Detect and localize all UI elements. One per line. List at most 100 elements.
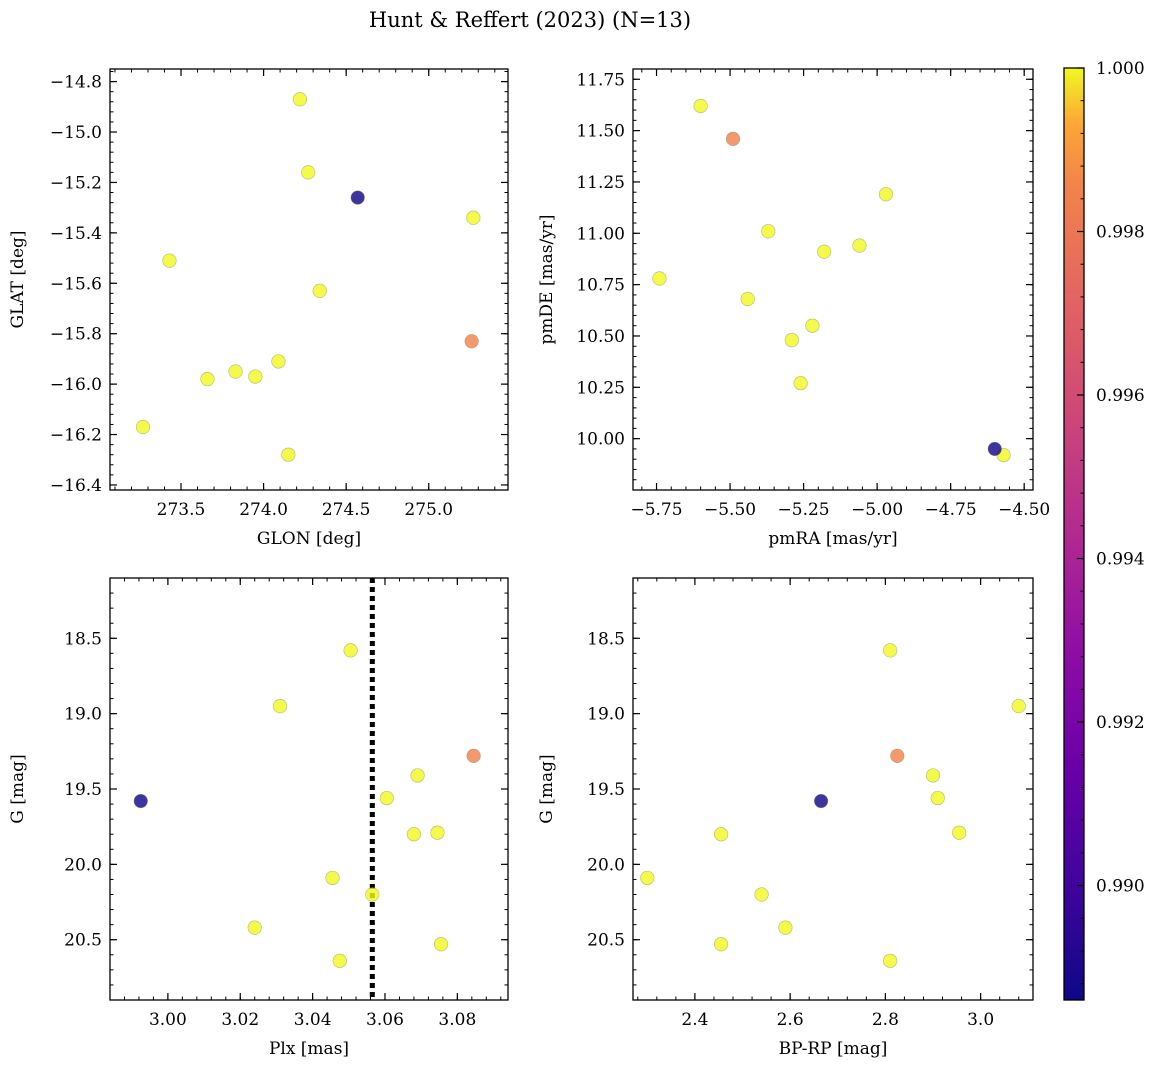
colorbar-frame [1063,67,1085,1001]
y-tick-label: −15.6 [50,274,102,294]
x-axis-label: GLON [deg] [257,529,361,549]
scatter-point [430,825,445,840]
scatter-point [466,748,481,763]
x-tick-label: 3.00 [149,1010,187,1030]
scatter-point [987,441,1002,457]
position-points [135,92,481,462]
x-axis-label: Plx [mas] [269,1039,349,1059]
x-tick-label: −4.50 [998,500,1050,520]
x-tick-label: 3.0 [967,1010,994,1030]
scatter-point [952,825,967,840]
y-tick-label: −14.8 [50,73,102,93]
scatter-point [406,827,422,842]
y-axis-label: G [mag] [8,754,28,823]
y-tick-label: 20.0 [64,855,102,875]
x-axis-label: BP-RP [mag] [779,1039,888,1059]
y-axis-label: G [mag] [537,754,557,823]
x-tick-label: 2.8 [872,1010,899,1030]
x-tick-label: 274.5 [322,500,371,520]
y-tick-label: 11.25 [576,173,625,193]
scatter-point [343,643,358,658]
y-tick-label: 18.5 [587,629,625,649]
colorbar-gradient [1064,68,1084,1000]
colorbar-tick-label: 0.996 [1096,386,1145,406]
scatter-point [466,210,481,225]
y-tick-label: −16.4 [50,476,102,496]
scatter-point [640,870,655,886]
y-tick-label: 20.5 [587,931,625,951]
scatter-point [248,369,263,384]
scatter-point [332,953,347,968]
y-tick-label: 10.75 [576,276,625,296]
y-tick-label: 10.50 [576,327,625,347]
x-tick-label: 274.0 [239,500,288,520]
scatter-point [793,376,808,391]
x-axis-label: pmRA [mas/yr] [768,529,897,549]
scatter-point [784,332,799,348]
position-ticks: 273.5 274.0 274.5 275.0 −14.8 −15.0 −15.2 −15.4… [50,69,508,520]
y-tick-label: −15.0 [50,123,102,143]
scatter-point [754,887,769,902]
y-tick-label: 10.00 [576,430,625,450]
scatter-point [325,870,340,886]
proper-motion-points [652,98,1011,463]
y-tick-label: 11.00 [576,224,625,244]
scatter-point [410,768,425,783]
colorbar-tick-label: 0.992 [1096,713,1145,733]
scatter-point [890,748,905,763]
scatter-point [135,419,151,435]
scatter-point [925,768,941,783]
scatter-point [817,244,832,259]
x-tick-label: 2.6 [777,1010,804,1030]
parallax-magnitude-axes-frame [109,577,509,1001]
scatter-point [878,187,894,202]
x-tick-label: −4.75 [925,500,977,520]
x-tick-label: −5.25 [778,500,830,520]
scatter-point [162,253,177,268]
x-tick-label: 3.02 [221,1010,259,1030]
position-axes-frame [109,68,509,491]
x-tick-label: −5.00 [851,500,903,520]
scatter-point [281,447,296,462]
scatter-point [778,920,793,935]
y-tick-label: 19.0 [64,705,102,725]
scatter-point [740,291,755,307]
scatter-point [725,131,741,146]
scatter-point [652,271,667,286]
y-axis-label: pmDE [mas/yr] [537,214,557,344]
y-tick-label: −15.8 [50,325,102,345]
scatter-point [350,190,365,205]
x-tick-label: 275.0 [404,500,453,520]
scatter-point [247,920,262,935]
scatter-point [133,793,148,809]
scatter-point [852,238,867,253]
scatter-point [365,887,380,902]
scatter-point [271,354,286,369]
color-magnitude-points [640,643,1026,968]
scatter-point [464,334,479,349]
y-tick-label: −16.2 [50,426,102,446]
scatter-point [805,318,820,333]
scatter-point [228,364,243,379]
scatter-point [813,793,829,809]
panel-parallax-magnitude: 3.00 3.02 3.04 3.06 3.08 18.5 19.0 19.5 20.0 20.5… [8,577,509,1059]
scatter-point [200,371,215,387]
panel-proper-motion: −5.75 −5.50 −5.25 −5.00 −4.75 −4.50 10.00 10.25… [537,68,1050,549]
scatter-point [379,790,394,806]
parallax-magnitude-ticks: 3.00 3.02 3.04 3.06 3.08 18.5 19.0 19.5 20.0 20.5 [64,577,508,1030]
parallax-magnitude-points [133,643,481,968]
y-axis-label: GLAT [deg] [8,230,28,328]
x-tick-label: 2.4 [681,1010,708,1030]
y-tick-label: 11.50 [576,122,625,142]
scatter-point [693,98,708,114]
y-tick-label: 19.5 [587,780,625,800]
panel-color-magnitude: 2.4 2.6 2.8 3.0 18.5 19.0 19.5 20.0 20.5 BP-RP [m… [537,577,1034,1059]
scatter-point [292,92,308,107]
scatter-point [713,827,729,842]
x-tick-label: −5.75 [630,500,682,520]
figure-title: Hunt & Reffert (2023) (N=13) [369,8,691,32]
scatter-point [312,283,327,298]
scatter-point [930,790,945,806]
